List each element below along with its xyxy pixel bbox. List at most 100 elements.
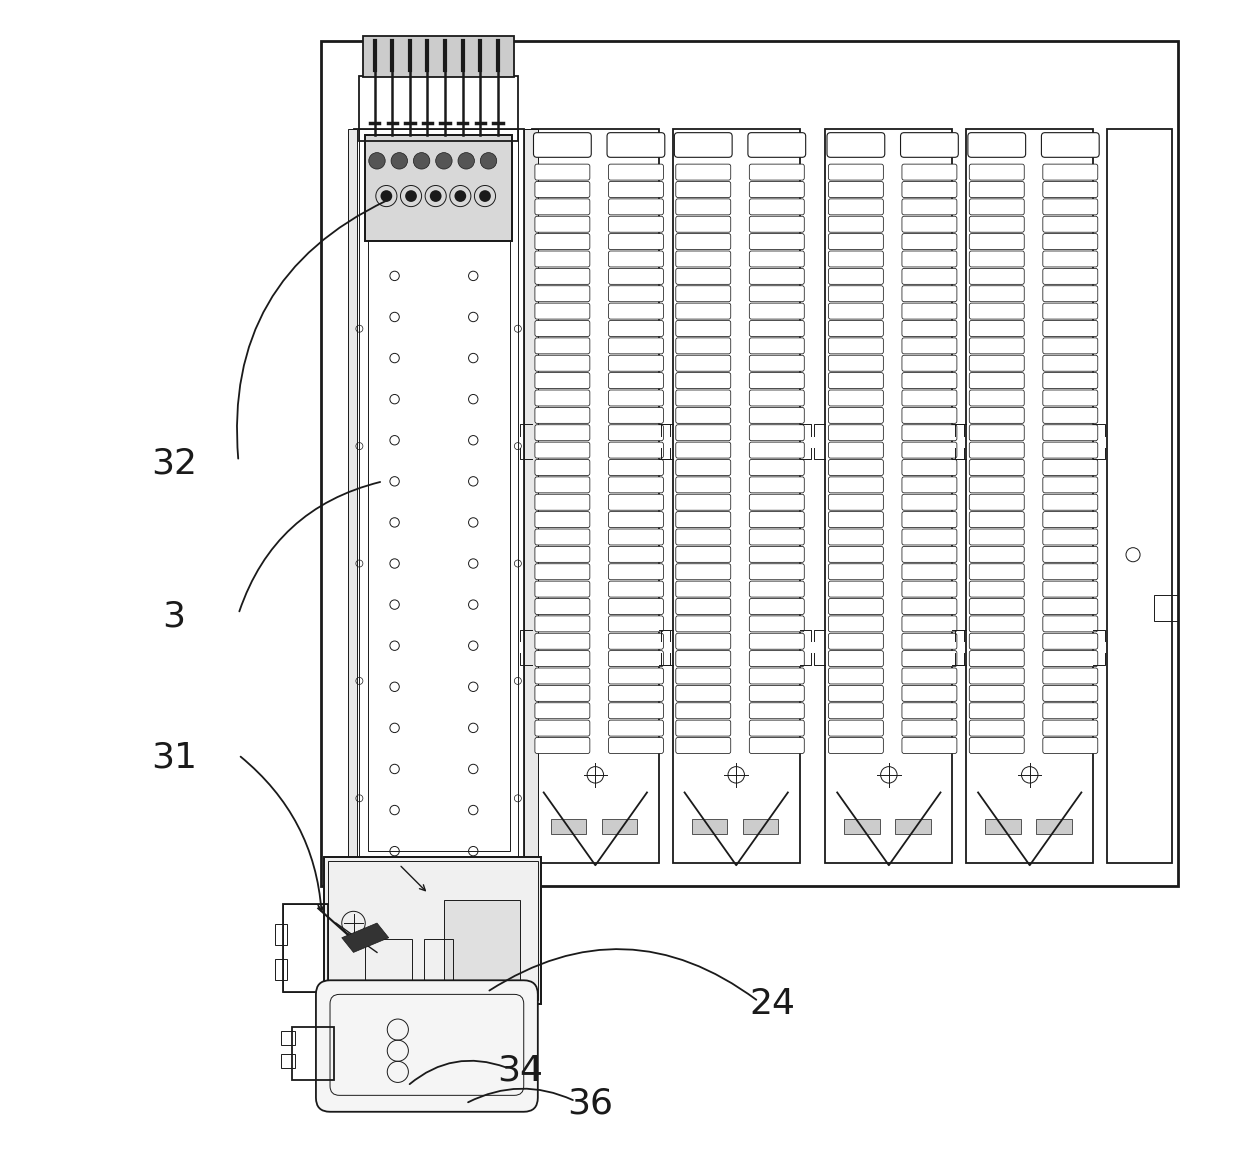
FancyBboxPatch shape (901, 477, 957, 493)
FancyBboxPatch shape (970, 616, 1024, 632)
FancyBboxPatch shape (828, 407, 883, 424)
FancyBboxPatch shape (609, 581, 663, 598)
FancyBboxPatch shape (534, 529, 590, 545)
FancyBboxPatch shape (609, 477, 663, 493)
Bar (347, 129, 357, 863)
FancyBboxPatch shape (534, 251, 590, 266)
FancyBboxPatch shape (676, 546, 730, 562)
FancyBboxPatch shape (534, 372, 590, 389)
FancyBboxPatch shape (828, 477, 883, 493)
FancyBboxPatch shape (676, 407, 730, 424)
Bar (743, 819, 777, 834)
Bar (283, 904, 327, 992)
FancyBboxPatch shape (608, 133, 665, 157)
Bar (444, 899, 520, 980)
FancyBboxPatch shape (828, 303, 883, 319)
FancyBboxPatch shape (1043, 338, 1097, 353)
FancyBboxPatch shape (676, 703, 730, 718)
FancyBboxPatch shape (901, 338, 957, 353)
Text: 24: 24 (750, 987, 796, 1020)
FancyBboxPatch shape (827, 133, 885, 157)
FancyBboxPatch shape (534, 633, 590, 649)
FancyBboxPatch shape (676, 251, 730, 266)
FancyBboxPatch shape (901, 512, 957, 527)
FancyBboxPatch shape (828, 390, 883, 406)
FancyBboxPatch shape (676, 668, 730, 684)
Text: 32: 32 (151, 447, 197, 480)
FancyBboxPatch shape (1043, 303, 1097, 319)
FancyBboxPatch shape (609, 390, 663, 406)
FancyBboxPatch shape (749, 650, 805, 667)
FancyBboxPatch shape (749, 182, 805, 197)
FancyBboxPatch shape (534, 356, 590, 371)
Bar (363, 36, 515, 77)
FancyBboxPatch shape (900, 133, 959, 157)
Bar (360, 129, 518, 857)
FancyBboxPatch shape (828, 285, 883, 302)
FancyBboxPatch shape (901, 633, 957, 649)
FancyBboxPatch shape (676, 198, 730, 215)
FancyBboxPatch shape (1043, 564, 1097, 580)
FancyBboxPatch shape (970, 356, 1024, 371)
FancyBboxPatch shape (970, 494, 1024, 511)
FancyBboxPatch shape (609, 512, 663, 527)
FancyBboxPatch shape (970, 703, 1024, 718)
FancyBboxPatch shape (534, 390, 590, 406)
Circle shape (368, 153, 386, 169)
FancyBboxPatch shape (609, 338, 663, 353)
FancyBboxPatch shape (749, 390, 805, 406)
FancyBboxPatch shape (828, 164, 883, 180)
FancyBboxPatch shape (609, 686, 663, 701)
Bar (366, 135, 512, 241)
FancyBboxPatch shape (749, 425, 805, 440)
FancyBboxPatch shape (828, 633, 883, 649)
FancyBboxPatch shape (828, 581, 883, 598)
FancyBboxPatch shape (970, 650, 1024, 667)
FancyBboxPatch shape (676, 564, 730, 580)
FancyBboxPatch shape (970, 581, 1024, 598)
FancyBboxPatch shape (534, 338, 590, 353)
FancyBboxPatch shape (970, 512, 1024, 527)
FancyBboxPatch shape (749, 494, 805, 511)
FancyBboxPatch shape (1043, 668, 1097, 684)
Circle shape (435, 153, 453, 169)
FancyBboxPatch shape (749, 216, 805, 232)
FancyBboxPatch shape (1043, 269, 1097, 284)
FancyBboxPatch shape (609, 668, 663, 684)
FancyBboxPatch shape (749, 703, 805, 718)
Text: 36: 36 (568, 1087, 614, 1120)
FancyBboxPatch shape (970, 737, 1024, 754)
FancyBboxPatch shape (534, 720, 590, 736)
FancyBboxPatch shape (1043, 234, 1097, 250)
FancyBboxPatch shape (676, 512, 730, 527)
Circle shape (455, 190, 466, 202)
FancyBboxPatch shape (828, 616, 883, 632)
FancyBboxPatch shape (676, 234, 730, 250)
FancyBboxPatch shape (609, 494, 663, 511)
FancyBboxPatch shape (534, 216, 590, 232)
FancyBboxPatch shape (901, 581, 957, 598)
Bar (844, 819, 880, 834)
FancyBboxPatch shape (901, 703, 957, 718)
FancyBboxPatch shape (1043, 425, 1097, 440)
FancyBboxPatch shape (901, 198, 957, 215)
FancyBboxPatch shape (828, 251, 883, 266)
FancyBboxPatch shape (970, 668, 1024, 684)
FancyBboxPatch shape (749, 338, 805, 353)
FancyBboxPatch shape (609, 564, 663, 580)
FancyBboxPatch shape (749, 459, 805, 475)
FancyBboxPatch shape (676, 390, 730, 406)
Bar (551, 819, 587, 834)
Bar (366, 135, 512, 241)
FancyBboxPatch shape (1043, 372, 1097, 389)
FancyBboxPatch shape (970, 303, 1024, 319)
FancyBboxPatch shape (534, 650, 590, 667)
FancyBboxPatch shape (534, 477, 590, 493)
FancyBboxPatch shape (534, 616, 590, 632)
FancyBboxPatch shape (901, 494, 957, 511)
Bar (966, 129, 1094, 863)
FancyBboxPatch shape (749, 546, 805, 562)
FancyBboxPatch shape (901, 303, 957, 319)
FancyBboxPatch shape (749, 198, 805, 215)
FancyBboxPatch shape (534, 668, 590, 684)
